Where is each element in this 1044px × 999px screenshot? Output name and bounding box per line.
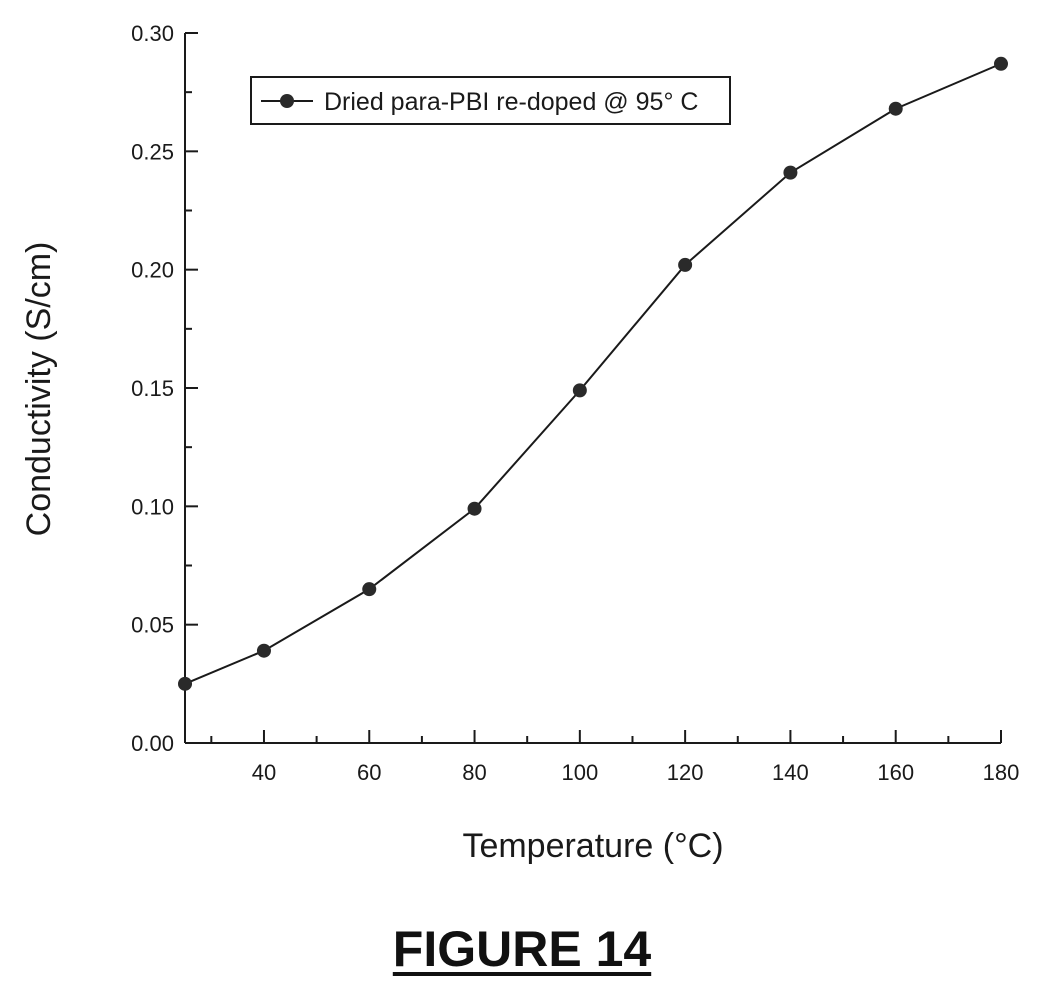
y-tick-label: 0.30 <box>131 21 174 46</box>
y-tick-label: 0.20 <box>131 258 174 283</box>
x-tick-label: 120 <box>667 760 704 785</box>
data-point <box>467 501 482 516</box>
y-tick-label: 0.15 <box>131 376 174 401</box>
data-point <box>362 582 377 597</box>
legend-label: Dried para-PBI re-doped @ 95° C <box>324 88 698 116</box>
x-tick-label: 140 <box>772 760 809 785</box>
x-tick-label: 60 <box>357 760 381 785</box>
data-point <box>256 643 271 658</box>
legend-box <box>250 76 731 125</box>
figure-caption: FIGURE 14 <box>0 920 1044 978</box>
x-tick-label: 80 <box>462 760 486 785</box>
x-axis-title: Temperature (°C) <box>462 827 723 865</box>
figure-caption-text: FIGURE 14 <box>392 921 652 977</box>
data-point <box>888 101 903 116</box>
x-tick-label: 180 <box>983 760 1020 785</box>
data-point <box>994 56 1008 71</box>
y-tick-label: 0.25 <box>131 139 174 164</box>
y-tick-label: 0.10 <box>131 494 174 519</box>
chart-legend: Dried para-PBI re-doped @ 95° C <box>250 76 731 125</box>
x-tick-label: 40 <box>252 760 276 785</box>
y-axis-title: Conductivity (S/cm) <box>20 242 58 537</box>
y-tick-label: 0.05 <box>131 613 174 638</box>
chart-series <box>178 56 1008 691</box>
y-tick-label: 0.00 <box>131 731 174 756</box>
data-point <box>678 257 693 272</box>
x-tick-label: 160 <box>877 760 914 785</box>
data-point <box>572 383 587 398</box>
data-point <box>783 165 798 180</box>
legend-marker <box>280 94 294 108</box>
data-point <box>178 676 192 691</box>
chart-ticks: 0.00 0.05 0.10 0.15 0.20 0.25 0.30 40 60 80 100 120… <box>131 21 1019 785</box>
series-line <box>184 62 1002 685</box>
x-tick-label: 100 <box>561 760 598 785</box>
chart-axes <box>184 33 1001 744</box>
